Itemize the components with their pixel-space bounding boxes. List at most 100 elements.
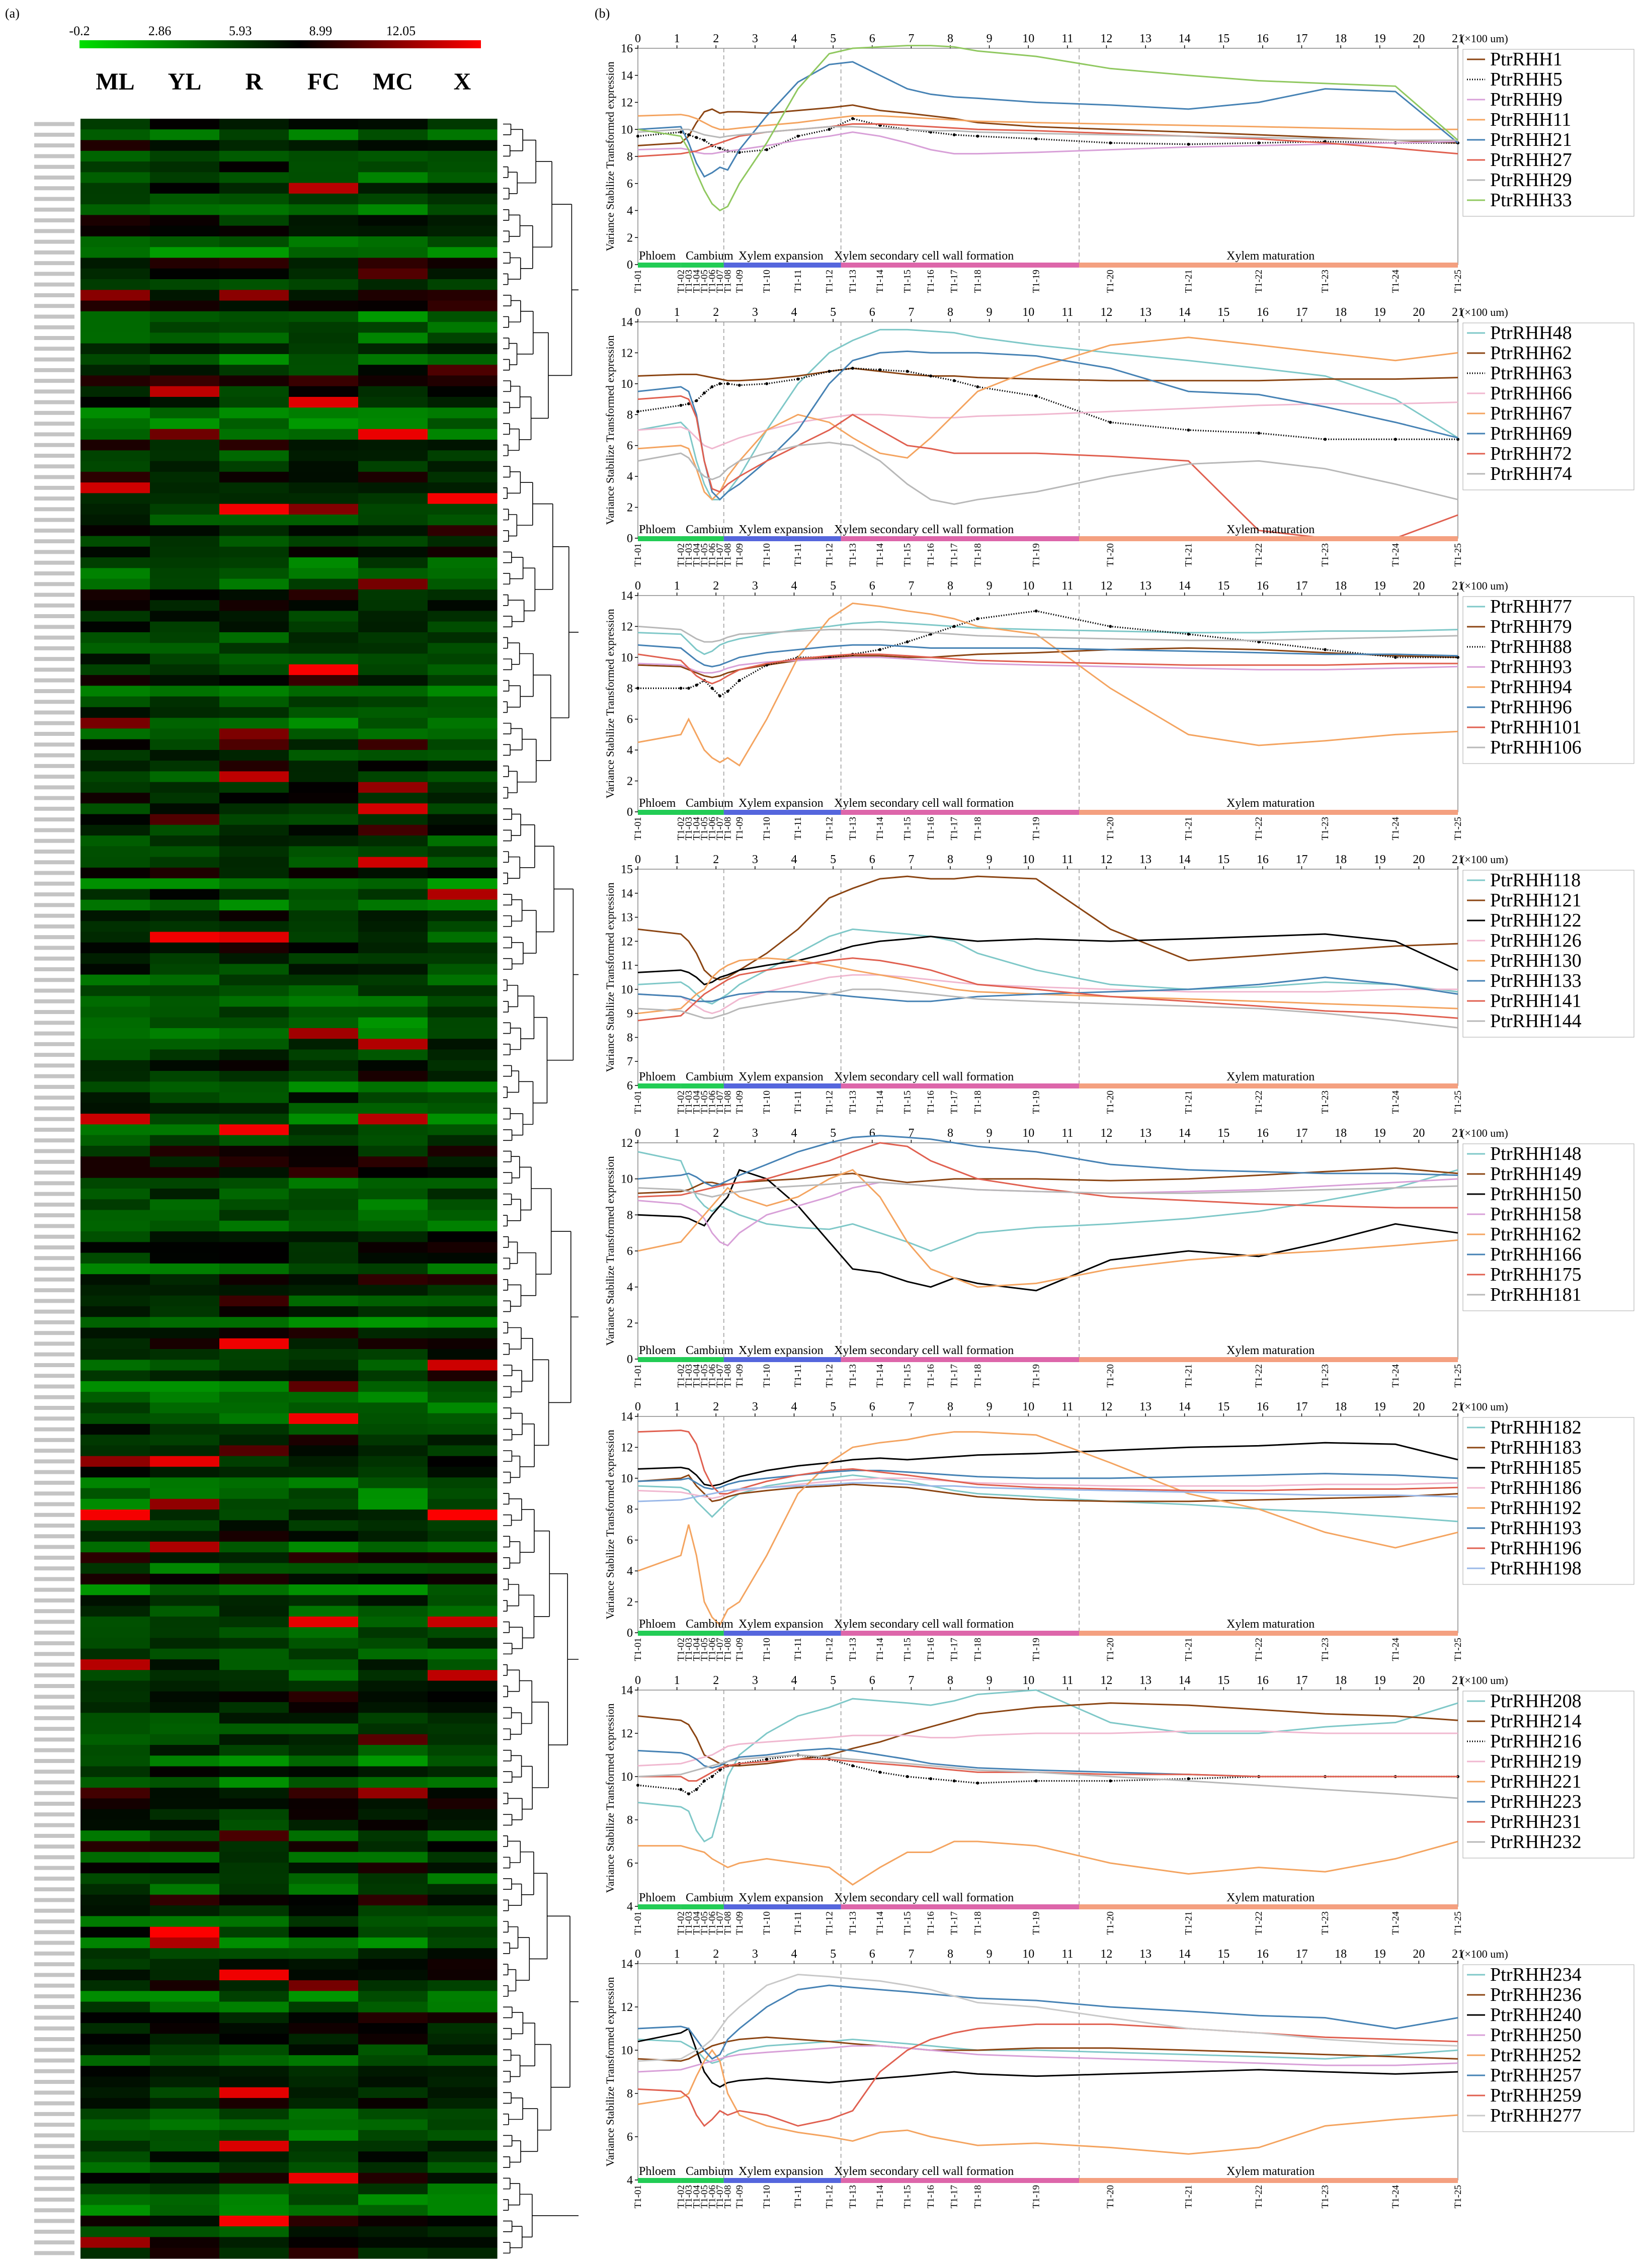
sample-tick-label: T1-20 [1105,1911,1116,1935]
series-point [1187,632,1190,636]
sample-tick-label: T1-24 [1390,2185,1401,2209]
legend-entry: PtrRHH29 [1490,170,1572,191]
x-tick-label: 8 [947,579,953,593]
legend-entry: PtrRHH130 [1490,950,1582,971]
x-tick-label: 6 [869,1400,875,1413]
heatmap-cell [358,1777,428,1788]
heatmap-cell [219,621,289,633]
heatmap-cell [289,1103,359,1114]
legend-entry: PtrRHH221 [1490,1771,1582,1792]
line-chart-panel: 0 1 2 3 4 5 6 7 8 9 10 11 12 13 14 15 16 17 18 19 20 21(×100 … [604,1674,1634,1935]
heatmap-cell [80,1841,150,1853]
legend-entry: PtrRHH186 [1490,1477,1582,1498]
heatmap-cell [289,1402,359,1414]
line-charts-panel: 0 1 2 3 4 5 6 7 8 9 10 11 12 13 14 15 16 17 18 19 20 21 (×100 … [579,0,1639,2265]
heatmap-cell [428,1659,498,1670]
heatmap-cell [358,1210,428,1221]
y-tick-label: 12 [621,347,633,360]
heatmap-cell [80,1381,150,1392]
heatmap-cell [80,1081,150,1093]
heatmap-cell [150,375,220,387]
heatmap-cell [289,771,359,783]
heatmap-cell [219,1723,289,1735]
y-tick-label: 8 [627,150,633,163]
plot-frame [637,1416,1458,1633]
heatmap-cell [358,1905,428,1916]
heatmap-cell [428,749,498,761]
heatmap-cell [150,985,220,996]
heatmap-cell [150,1841,220,1853]
sample-tick-label: T1-07 [715,1638,725,1661]
heatmap-cell [80,268,150,280]
heatmap-cell [289,632,359,643]
series-line [638,1758,1458,1782]
heatmap-cell [219,397,289,408]
heatmap-cell [80,686,150,697]
sample-tick-label: T1-02 [676,817,686,840]
x-tick-label: 14 [1179,32,1191,45]
series-point [1257,640,1261,644]
heatmap-cell [80,611,150,622]
stage-bar [681,1904,724,1909]
x-tick-label: 2 [713,853,719,866]
heatmap-cell [289,332,359,344]
sample-tick-label: T1-07 [715,1090,725,1114]
heatmap-cell [358,910,428,921]
x-tick-label: 19 [1374,1674,1386,1687]
heatmap-cell [289,782,359,793]
stage-label: Xylem expansion [739,797,824,810]
heatmap-cell [289,1788,359,1799]
heatmap-cell [289,1071,359,1082]
heatmap-cell [428,1520,498,1532]
series-point [1324,438,1327,441]
sample-tick-label: T1-24 [1390,270,1401,293]
sample-tick-label: T1-12 [824,270,835,293]
y-tick-label: 11 [621,959,633,972]
sample-tick-label: T1-04 [691,270,702,293]
heatmap-cell [428,1777,498,1788]
series-line [637,1169,1458,1288]
heatmap-cell [150,140,220,151]
x-unit-label: (×100 um) [1461,853,1508,866]
heatmap-cell [80,1071,150,1082]
heatmap-cell [219,2130,289,2141]
sample-tick-label: T1-06 [707,817,717,840]
sample-tick-label: T1-19 [1031,1090,1042,1114]
heatmap-cell [289,675,359,686]
heatmap-cell [428,578,498,590]
legend: PtrRHH234PtrRHH236PtrRHH240PtrRHH250PtrR… [1462,1964,1634,2132]
x-tick-label: 8 [947,853,953,866]
stage-bar [841,810,1080,815]
x-unit-label: (×100 um) [1461,1400,1508,1413]
heatmap-cell [80,771,150,783]
sample-tick-label: T1-11 [793,543,803,566]
stage-bar [638,810,681,815]
y-tick-label: 6 [627,1245,633,1258]
sample-tick-label: T1-22 [1254,543,1264,566]
heatmap-cell [428,964,498,975]
heatmap-cell [358,365,428,376]
x-tick-label: 12 [1100,1948,1112,1961]
heatmap-cell [219,1071,289,1082]
sample-tick-label: T1-07 [715,1364,725,1387]
heatmap-cell [219,578,289,590]
heatmap-cell [150,1199,220,1211]
sample-tick-label: T1-14 [875,270,885,293]
heatmap-cell [358,1852,428,1863]
heatmap-cell [219,589,289,601]
series-line [637,367,1458,382]
x-tick-label: 3 [752,32,758,45]
heatmap-cell [289,322,359,333]
heatmap-cell [219,932,289,943]
heatmap-cell [80,632,150,643]
heatmap-cell [289,365,359,376]
heatmap-cell [428,1894,498,1906]
heatmap-cell [150,482,220,494]
heatmap-cell [358,1263,428,1275]
heatmap-cell [219,1959,289,1970]
heatmap-cell [428,1039,498,1050]
heatmap-cell [428,1691,498,1703]
series-line [637,1984,1458,2060]
heatmap-cell [358,322,428,333]
series-point [1324,648,1327,651]
